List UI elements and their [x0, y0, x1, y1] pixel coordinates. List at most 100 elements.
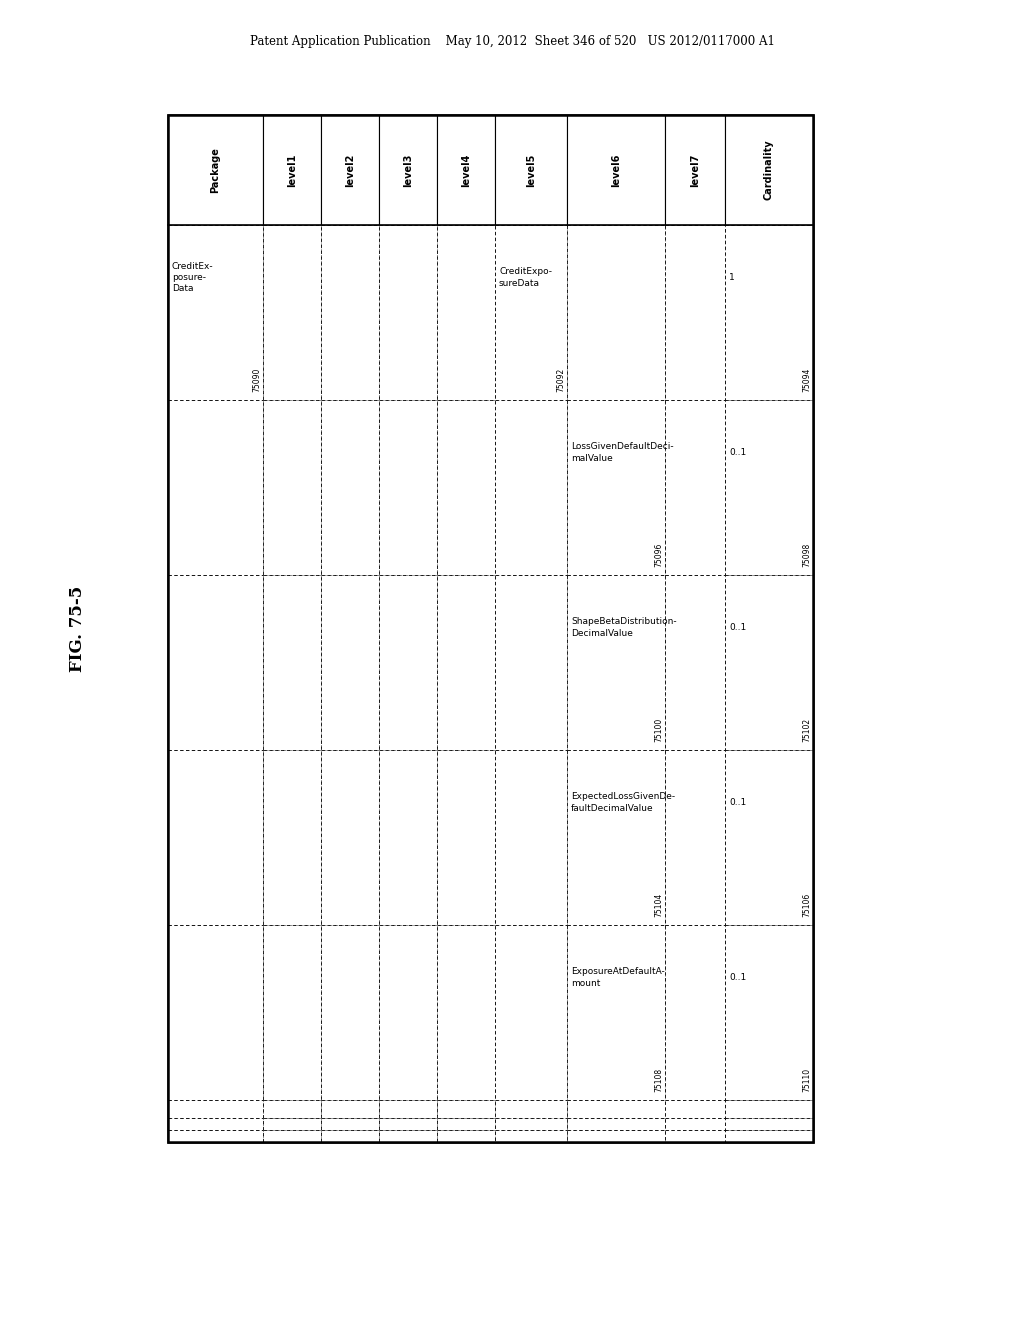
Bar	[437, 750, 495, 925]
Bar	[321, 224, 379, 400]
Bar	[665, 750, 725, 925]
Bar	[495, 400, 567, 576]
Bar	[437, 1130, 495, 1142]
Bar	[263, 1118, 321, 1130]
Bar	[725, 925, 813, 1100]
Bar	[567, 750, 665, 925]
Text: 75106: 75106	[803, 892, 811, 917]
Bar	[495, 1100, 567, 1118]
Bar	[168, 400, 263, 576]
Bar	[437, 115, 495, 224]
Text: FIG. 75-5: FIG. 75-5	[70, 585, 86, 672]
Bar	[379, 925, 437, 1100]
Text: 75096: 75096	[654, 543, 664, 568]
Text: 75094: 75094	[803, 368, 811, 392]
Text: ExposureAtDefaultA-
mount: ExposureAtDefaultA- mount	[571, 968, 665, 987]
Bar	[665, 1130, 725, 1142]
Bar	[263, 750, 321, 925]
Text: ExpectedLossGivenDe-
faultDecimalValue: ExpectedLossGivenDe- faultDecimalValue	[571, 792, 675, 813]
Bar	[263, 576, 321, 750]
Text: Patent Application Publication    May 10, 2012  Sheet 346 of 520   US 2012/01170: Patent Application Publication May 10, 2…	[250, 36, 774, 49]
Text: 75102: 75102	[803, 718, 811, 742]
Bar	[168, 115, 263, 224]
Bar	[567, 576, 665, 750]
Bar	[567, 224, 665, 400]
Text: 75092: 75092	[556, 368, 565, 392]
Bar	[495, 1130, 567, 1142]
Bar	[263, 400, 321, 576]
Text: Package: Package	[211, 147, 220, 193]
Text: CreditExpo-
sureData: CreditExpo- sureData	[499, 268, 552, 288]
Bar	[725, 115, 813, 224]
Bar	[263, 1100, 321, 1118]
Text: 75110: 75110	[803, 1068, 811, 1092]
Text: LossGivenDefaultDeci-
malValue: LossGivenDefaultDeci- malValue	[571, 442, 674, 462]
Bar	[168, 115, 813, 1142]
Bar	[321, 1130, 379, 1142]
Bar	[263, 115, 321, 224]
Text: 0..1: 0..1	[729, 799, 746, 807]
Text: level3: level3	[403, 153, 413, 186]
Bar	[437, 224, 495, 400]
Bar	[168, 1100, 263, 1118]
Bar	[665, 1100, 725, 1118]
Bar	[263, 925, 321, 1100]
Bar	[725, 1118, 813, 1130]
Bar	[665, 224, 725, 400]
Bar	[379, 576, 437, 750]
Bar	[263, 224, 321, 400]
Bar	[665, 1118, 725, 1130]
Bar	[495, 925, 567, 1100]
Bar	[495, 115, 567, 224]
Bar	[379, 1100, 437, 1118]
Text: level5: level5	[526, 153, 536, 186]
Bar	[725, 224, 813, 400]
Bar	[168, 224, 263, 400]
Text: 0..1: 0..1	[729, 447, 746, 457]
Bar	[168, 750, 263, 925]
Bar	[321, 1100, 379, 1118]
Bar	[321, 1118, 379, 1130]
Bar	[437, 925, 495, 1100]
Bar	[495, 224, 567, 400]
Text: Cardinality: Cardinality	[764, 140, 774, 201]
Bar	[567, 925, 665, 1100]
Bar	[321, 400, 379, 576]
Text: 75104: 75104	[654, 892, 664, 917]
Text: 75100: 75100	[654, 718, 664, 742]
Bar	[437, 576, 495, 750]
Bar	[567, 115, 665, 224]
Bar	[495, 1118, 567, 1130]
Bar	[567, 1100, 665, 1118]
Text: 0..1: 0..1	[729, 623, 746, 632]
Text: level4: level4	[461, 153, 471, 186]
Text: level6: level6	[611, 153, 621, 186]
Bar	[495, 750, 567, 925]
Text: CreditEx-
posure-
Data: CreditEx- posure- Data	[172, 261, 214, 293]
Bar	[168, 576, 263, 750]
Bar	[379, 1118, 437, 1130]
Bar	[725, 576, 813, 750]
Text: level1: level1	[287, 153, 297, 186]
Bar	[665, 576, 725, 750]
Text: level7: level7	[690, 153, 700, 186]
Bar	[379, 1130, 437, 1142]
Bar	[321, 115, 379, 224]
Bar	[665, 400, 725, 576]
Bar	[567, 400, 665, 576]
Text: 75098: 75098	[803, 543, 811, 568]
Bar	[725, 1100, 813, 1118]
Bar	[379, 400, 437, 576]
Text: level2: level2	[345, 153, 355, 186]
Bar	[437, 400, 495, 576]
Bar	[321, 925, 379, 1100]
Bar	[168, 1118, 263, 1130]
Bar	[725, 1130, 813, 1142]
Bar	[495, 576, 567, 750]
Bar	[567, 1130, 665, 1142]
Bar	[437, 1118, 495, 1130]
Text: ShapeBetaDistribution-
DecimalValue: ShapeBetaDistribution- DecimalValue	[571, 618, 677, 638]
Bar	[665, 115, 725, 224]
Bar	[379, 750, 437, 925]
Bar	[725, 400, 813, 576]
